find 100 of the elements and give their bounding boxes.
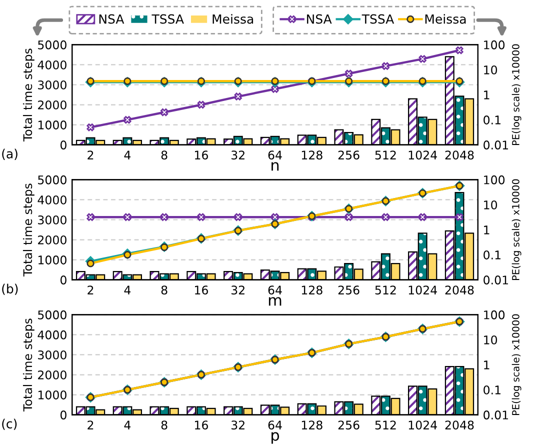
x-axis-title: m	[268, 297, 282, 306]
x-tick-label: 32	[232, 286, 244, 295]
point	[418, 213, 426, 221]
y2-tick-label: 0.01	[484, 410, 508, 420]
y2-tick-label: 100	[484, 40, 505, 50]
x-tick-label: 2	[88, 286, 94, 294]
y-tick-label: 0	[60, 140, 66, 150]
y2-tick-label: 100	[484, 310, 505, 320]
text: (a)	[2, 148, 18, 160]
point	[197, 77, 206, 85]
x-tick-label: 256	[338, 286, 360, 295]
x-tick-label: 2048	[445, 420, 474, 430]
point	[382, 77, 390, 85]
x-tick-label: 4	[124, 286, 131, 294]
point	[160, 108, 168, 116]
x-tick-label: 512	[375, 286, 396, 295]
point	[86, 260, 94, 268]
point	[160, 77, 168, 85]
x-tick-label: 4	[124, 420, 131, 430]
point	[271, 213, 279, 221]
y-axis-title: Total time steps	[22, 48, 34, 142]
y2-tick-label: 10	[484, 200, 498, 210]
y-tick-label: 3000	[38, 215, 66, 224]
x-tick-label: 2	[88, 150, 94, 160]
x-tick-label: 128	[302, 420, 322, 430]
x-tick-label: 128	[302, 286, 322, 295]
x-tick-label: 256	[338, 150, 360, 160]
point	[197, 100, 206, 109]
point	[344, 213, 353, 221]
y-tick-label: 4000	[38, 330, 66, 340]
point	[234, 77, 242, 85]
x-tick-label: 128	[302, 150, 322, 160]
x-tick-label: 64	[268, 286, 282, 295]
y2-tick-label: 1	[484, 90, 490, 100]
legend-label: Meissa	[425, 14, 466, 24]
x-axis-title: p	[272, 432, 280, 444]
y2-axis-title: PE(log scale) x10000	[512, 179, 522, 280]
point	[456, 213, 464, 221]
point	[160, 213, 168, 221]
y2-axis-title: PE(log scale) x10000	[512, 314, 522, 415]
y-tick-label: 5000	[38, 310, 66, 320]
y2-tick-label: 0.1	[484, 116, 500, 124]
y2-tick-label: 10	[484, 335, 498, 344]
x-tick-label: 2	[88, 420, 94, 430]
point	[456, 77, 464, 85]
y-tick-label: 4000	[38, 60, 66, 70]
legend-label: TSSA	[362, 14, 394, 24]
y-tick-label: 3000	[38, 350, 66, 360]
y-tick-label: 3000	[38, 80, 66, 90]
text: (b)	[2, 284, 18, 295]
x-tick-label: 2048	[445, 286, 474, 295]
legend-label: NSA	[307, 14, 332, 24]
y2-tick-label: 100	[484, 175, 505, 184]
y2-tick-label: 1	[484, 360, 490, 370]
y-axis-title: Total time steps	[22, 318, 34, 412]
y2-tick-label: 10	[484, 65, 498, 74]
y2-tick-label: 0.01	[484, 140, 508, 150]
x-tick-label: 256	[338, 420, 360, 430]
text: (c)	[2, 418, 17, 430]
y-tick-label: 5000	[38, 175, 66, 184]
point	[124, 116, 132, 124]
y2-tick-label: 1	[484, 226, 490, 234]
y-tick-label: 0	[60, 410, 66, 420]
y-tick-label: 4000	[38, 195, 66, 204]
y-tick-label: 2000	[38, 370, 66, 380]
x-axis-title: n	[272, 162, 279, 171]
point	[271, 85, 279, 93]
legend-label: TSSA	[152, 14, 184, 24]
x-tick-label: 1024	[408, 286, 437, 295]
point	[456, 46, 464, 54]
y-tick-label: 2000	[38, 100, 66, 110]
x-tick-label: 32	[232, 150, 244, 160]
point	[86, 77, 94, 85]
x-tick-label: 8	[161, 286, 168, 295]
point	[271, 77, 279, 85]
point	[86, 213, 94, 221]
x-tick-label: 32	[232, 420, 244, 430]
x-tick-label: 2048	[445, 150, 474, 160]
y-axis-title: Total time steps	[22, 184, 34, 277]
x-tick-label: 16	[195, 150, 208, 160]
point	[234, 92, 242, 100]
legend-label: NSA	[99, 14, 124, 24]
y-tick-label: 0	[60, 276, 66, 284]
point	[382, 62, 390, 70]
point	[382, 213, 390, 221]
x-tick-label: 16	[195, 420, 208, 430]
legend-label: Meissa	[212, 14, 254, 24]
point	[86, 124, 94, 132]
x-tick-label: 8	[161, 150, 168, 160]
point	[234, 213, 242, 221]
x-tick-label: 16	[195, 286, 208, 295]
point	[418, 77, 426, 85]
y-tick-label: 5000	[38, 40, 66, 50]
y2-tick-label: 0.1	[484, 250, 500, 260]
point	[124, 213, 132, 221]
y-tick-label: 1000	[38, 256, 66, 264]
y2-tick-label: 0.01	[484, 276, 508, 284]
x-tick-label: 64	[268, 150, 282, 160]
x-tick-label: 4	[124, 150, 131, 160]
point	[344, 77, 353, 85]
